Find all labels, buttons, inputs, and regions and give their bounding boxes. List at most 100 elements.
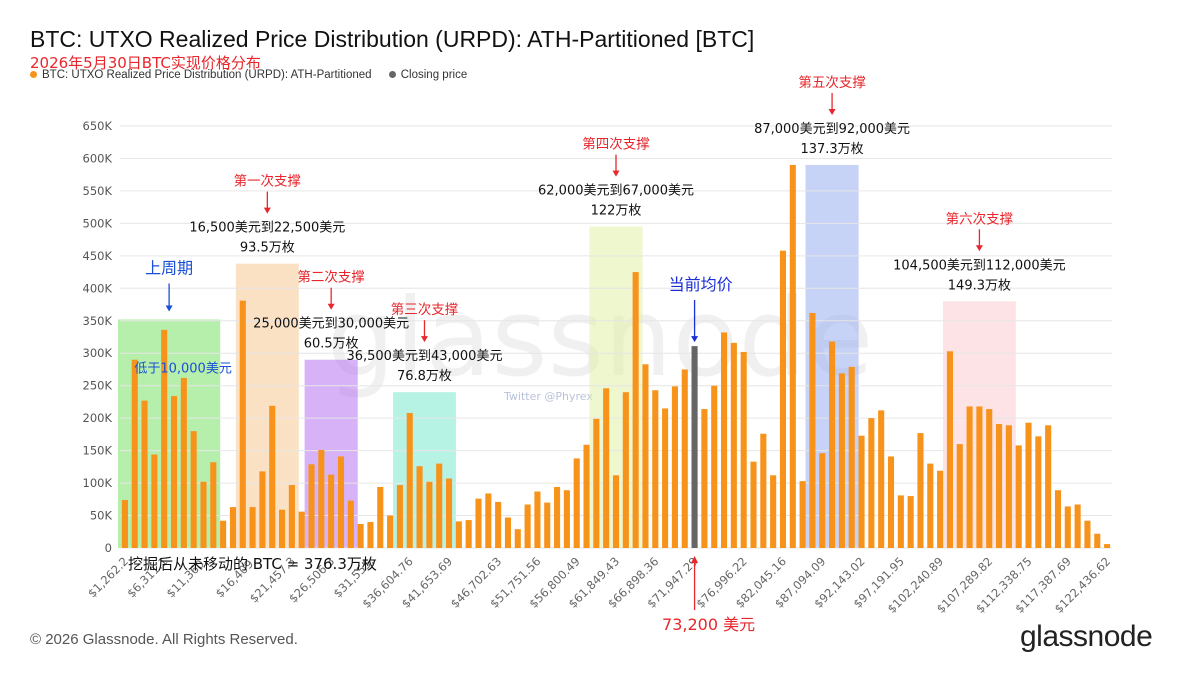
bar bbox=[878, 410, 885, 548]
bar bbox=[1015, 445, 1022, 548]
zone-title: 第四次支撑 bbox=[582, 136, 650, 153]
bar bbox=[200, 481, 207, 548]
current-avg-label: 当前均价 bbox=[669, 275, 733, 294]
bar bbox=[946, 351, 953, 548]
zone-title: 上周期 bbox=[145, 258, 193, 277]
unmoved-btc-label: 挖掘后从未移动的 BTC = 376.3万枚 bbox=[128, 555, 377, 573]
bar bbox=[730, 342, 737, 548]
bar bbox=[269, 405, 276, 548]
annotation-arrow-head bbox=[828, 108, 836, 115]
bar bbox=[583, 444, 590, 548]
bar bbox=[789, 164, 796, 548]
bar bbox=[298, 511, 305, 548]
bar bbox=[170, 396, 178, 548]
chart-subtitle: 2026年5月30日BTC实现价格分布 bbox=[30, 54, 261, 72]
bar bbox=[701, 409, 708, 548]
bar bbox=[1104, 544, 1111, 548]
y-tick-label: 350K bbox=[83, 314, 113, 328]
y-tick-label: 300K bbox=[83, 346, 113, 360]
bar bbox=[956, 444, 963, 548]
bar bbox=[318, 449, 325, 548]
glassnode-logo[interactable]: glassnode bbox=[1020, 620, 1153, 653]
legend-item-closing-price[interactable]: Closing price bbox=[388, 69, 468, 81]
bar bbox=[249, 507, 256, 548]
y-tick-label: 150K bbox=[83, 444, 113, 458]
zone-title: 第一次支撑 bbox=[234, 173, 302, 190]
bar bbox=[1094, 533, 1101, 548]
legend-item-urpd[interactable]: BTC: UTXO Realized Price Distribution (U… bbox=[30, 69, 372, 81]
bar bbox=[328, 474, 335, 548]
legend-label-closing-price: Closing price bbox=[400, 69, 468, 81]
bar bbox=[288, 485, 295, 548]
zone-range-label: 16,500美元到22,500美元 bbox=[189, 221, 345, 236]
annotation-arrow-head bbox=[691, 336, 699, 343]
bar bbox=[603, 388, 610, 548]
zone-amount-label: 122万枚 bbox=[591, 204, 642, 219]
bar bbox=[711, 385, 718, 548]
bar bbox=[760, 433, 767, 548]
bar bbox=[406, 412, 413, 548]
legend-swatch-closing-price bbox=[388, 71, 396, 78]
zone-range-label: 62,000美元到67,000美元 bbox=[538, 184, 694, 199]
zone-range-label: 87,000美元到92,000美元 bbox=[754, 122, 910, 137]
bar bbox=[161, 329, 168, 548]
bar bbox=[642, 364, 649, 548]
copyright: © 2026 Glassnode. All Rights Reserved. bbox=[30, 631, 298, 648]
bar bbox=[966, 406, 973, 548]
bar bbox=[887, 456, 895, 548]
y-tick-label: 650K bbox=[83, 119, 113, 133]
bar-series bbox=[121, 164, 1111, 548]
zone-title: 第二次支撑 bbox=[297, 269, 365, 286]
zone-title: 第六次支撑 bbox=[946, 210, 1014, 227]
bar bbox=[485, 493, 492, 548]
bar bbox=[337, 456, 345, 548]
bar bbox=[573, 458, 580, 548]
y-tick-label: 450K bbox=[83, 249, 113, 263]
bar bbox=[671, 386, 678, 548]
bar bbox=[190, 431, 197, 548]
zone-amount-label: 76.8万枚 bbox=[397, 369, 452, 384]
bar bbox=[1005, 425, 1012, 548]
bar bbox=[495, 501, 502, 548]
bar bbox=[622, 392, 629, 548]
closing-price-bar bbox=[691, 346, 698, 548]
bar bbox=[387, 515, 394, 548]
bar bbox=[652, 390, 659, 548]
bar bbox=[1074, 504, 1081, 548]
bar bbox=[740, 351, 747, 548]
zone-amount-label: 60.5万枚 bbox=[304, 337, 359, 352]
bar bbox=[141, 400, 148, 548]
zone-title: 第五次支撑 bbox=[798, 74, 866, 91]
bar bbox=[308, 464, 315, 548]
x-tick-label: $1,262.2 bbox=[85, 554, 131, 600]
zone-title: 第三次支撑 bbox=[391, 301, 459, 318]
bar bbox=[416, 466, 423, 548]
bar bbox=[848, 366, 855, 548]
bar bbox=[632, 272, 639, 548]
y-tick-label: 550K bbox=[83, 184, 113, 198]
zone-amount-label: 93.5万枚 bbox=[240, 241, 295, 256]
bar bbox=[927, 463, 934, 548]
bar bbox=[455, 521, 462, 548]
bar bbox=[996, 423, 1003, 548]
bar bbox=[976, 406, 983, 548]
bar bbox=[770, 475, 777, 548]
bar bbox=[259, 471, 266, 548]
zone-range-label: 104,500美元到112,000美元 bbox=[893, 258, 1066, 273]
zone-range-label: 36,500美元到43,000美元 bbox=[346, 349, 502, 364]
bar bbox=[829, 341, 836, 548]
bar bbox=[593, 418, 600, 548]
bar bbox=[1084, 520, 1091, 548]
bar bbox=[524, 504, 531, 548]
bar bbox=[779, 250, 787, 548]
bar bbox=[937, 470, 944, 548]
bar bbox=[612, 475, 620, 548]
bar bbox=[367, 522, 374, 548]
bar bbox=[475, 498, 482, 548]
support-zone bbox=[235, 263, 299, 548]
bar bbox=[662, 408, 669, 548]
bar bbox=[897, 495, 904, 548]
bar bbox=[377, 486, 384, 548]
bar bbox=[858, 435, 865, 548]
